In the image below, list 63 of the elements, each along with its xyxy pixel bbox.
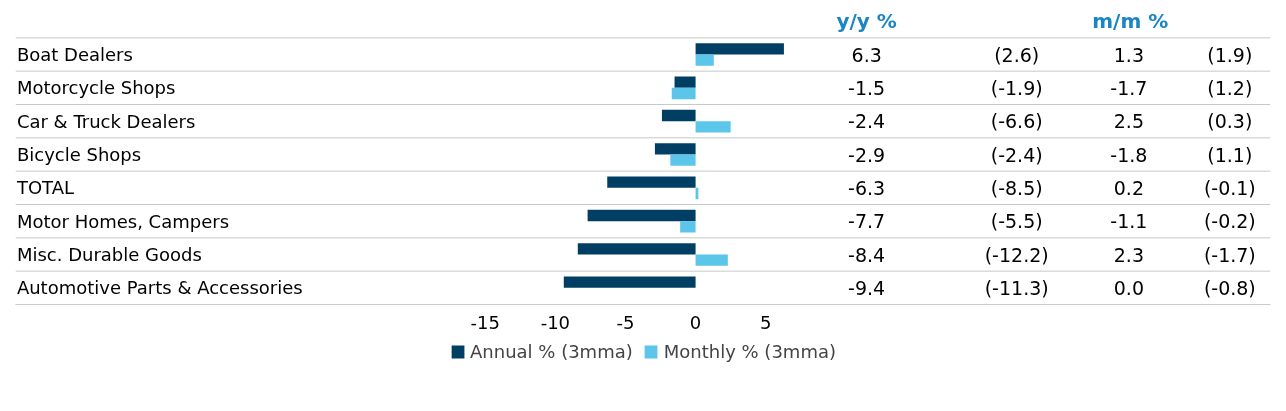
annotation: (-0.8) bbox=[1203, 276, 1256, 299]
bar bbox=[661, 109, 696, 122]
text: y/y % bbox=[836, 9, 897, 34]
annotation: 6.3 bbox=[851, 43, 882, 66]
x-tick-label: 5 bbox=[759, 311, 772, 333]
annotation: -6.3 bbox=[848, 176, 886, 199]
annotation: -9.4 bbox=[848, 276, 886, 299]
legend-label: Annual % (3mma) bbox=[470, 340, 633, 362]
bar bbox=[695, 254, 728, 266]
bar bbox=[587, 209, 696, 222]
bar bbox=[695, 121, 731, 133]
bar bbox=[671, 87, 696, 100]
annotation: (0.3) bbox=[1207, 110, 1253, 133]
annotation: -8.4 bbox=[848, 243, 886, 266]
annotation: (-2.4) bbox=[990, 143, 1043, 166]
annotation: (-0.1) bbox=[1203, 176, 1256, 199]
annotation: -1.1 bbox=[1110, 210, 1148, 233]
annotation: -2.9 bbox=[848, 143, 886, 166]
annotation: -7.7 bbox=[848, 210, 886, 233]
bar bbox=[695, 54, 714, 66]
bar bbox=[563, 276, 696, 288]
bar bbox=[654, 143, 696, 155]
annotation: 0.0 bbox=[1113, 276, 1144, 299]
legend-label: Monthly % (3mma) bbox=[663, 340, 836, 362]
y-tick-label: Misc. Durable Goods bbox=[16, 244, 202, 265]
bar bbox=[577, 243, 696, 255]
annotation: (-1.7) bbox=[1203, 243, 1256, 266]
text: m/m % bbox=[1092, 9, 1169, 34]
bar bbox=[670, 154, 696, 166]
bar bbox=[680, 221, 696, 233]
annotation: -2.4 bbox=[848, 110, 886, 133]
x-tick-label: -15 bbox=[470, 311, 500, 333]
annotation: 2.3 bbox=[1113, 243, 1144, 266]
annotation: (-0.2) bbox=[1203, 210, 1256, 233]
x-tick-label: -10 bbox=[540, 311, 571, 333]
x-tick-label: 0 bbox=[689, 311, 702, 333]
annotation: -1.8 bbox=[1110, 143, 1148, 166]
y-tick-label: TOTAL bbox=[15, 177, 75, 199]
y-tick-label: Motor Homes, Campers bbox=[16, 210, 230, 232]
annotation: (-6.6) bbox=[990, 110, 1043, 133]
annotation: -1.7 bbox=[1110, 76, 1148, 99]
annotation: (-11.3) bbox=[984, 276, 1049, 299]
annotation: (1.9) bbox=[1207, 43, 1253, 66]
bar bbox=[695, 43, 784, 55]
y-tick-label: Bicycle Shops bbox=[16, 144, 142, 165]
annotation: (-1.9) bbox=[990, 76, 1043, 99]
annotation: (1.1) bbox=[1207, 143, 1253, 166]
annotation: -1.5 bbox=[848, 76, 886, 99]
x-tick-label: -5 bbox=[616, 311, 635, 333]
y-tick-label: Motorcycle Shops bbox=[16, 77, 176, 99]
y-tick-label: Boat Dealers bbox=[16, 44, 133, 65]
annotation: (1.2) bbox=[1207, 76, 1253, 99]
annotation: 0.2 bbox=[1113, 176, 1144, 199]
bar bbox=[674, 76, 696, 88]
annotation: (-12.2) bbox=[984, 243, 1049, 266]
annotation: (2.6) bbox=[994, 43, 1040, 66]
annotation: 1.3 bbox=[1113, 43, 1144, 66]
annotation: (-5.5) bbox=[990, 210, 1043, 233]
bar bbox=[607, 176, 696, 188]
y-tick-label: Car & Truck Dealers bbox=[16, 110, 196, 132]
annotation: 2.5 bbox=[1113, 110, 1144, 133]
y-tick-label: Automotive Parts & Accessories bbox=[16, 277, 303, 299]
annotation: (-8.5) bbox=[990, 176, 1043, 199]
